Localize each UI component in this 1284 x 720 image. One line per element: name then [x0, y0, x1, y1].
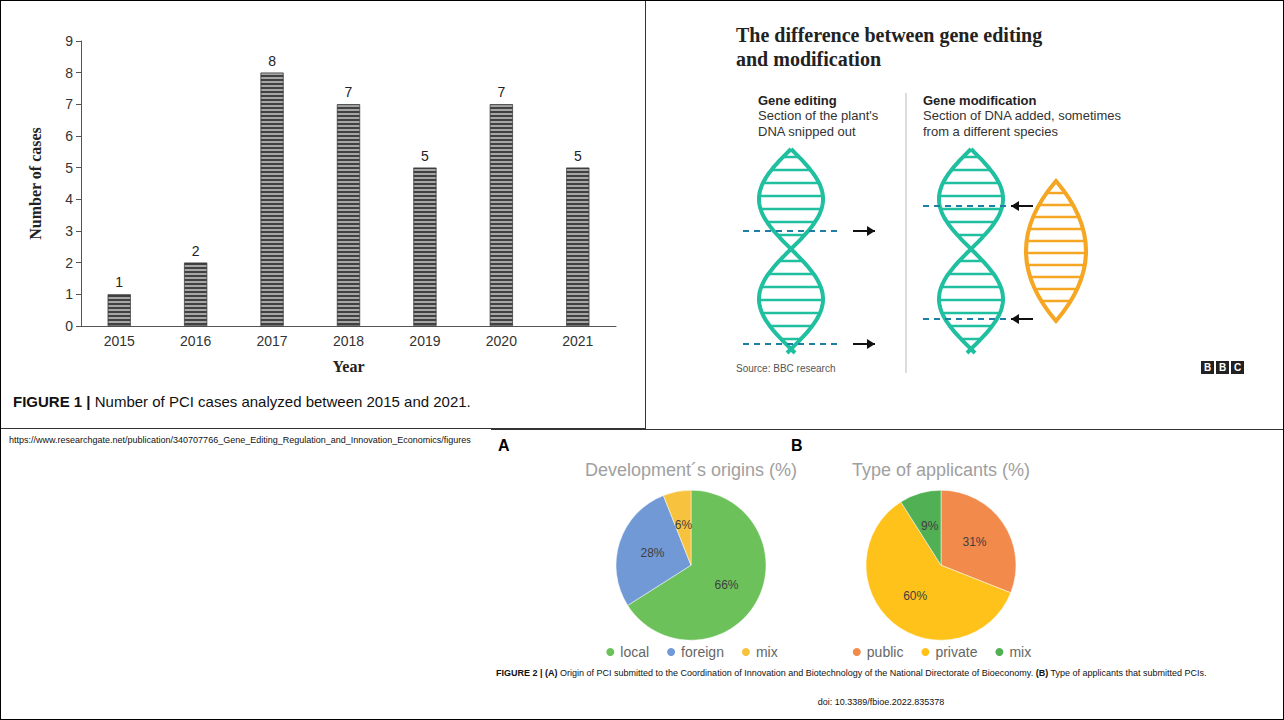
svg-text:local: local [620, 644, 649, 660]
svg-text:Number of cases: Number of cases [27, 127, 44, 240]
svg-text:public: public [867, 644, 904, 660]
html-text:FIGURE 1 | Number of PCI cases: FIGURE 1 | Number of PCI cases analyzed … [13, 393, 471, 410]
html-text:FIGURE 2 | (A) Origin of PCI s: FIGURE 2 | (A) Origin of PCI submitted t… [496, 668, 1207, 678]
html-text:A: A [498, 437, 510, 454]
html-text:Gene modification: Gene modification [923, 93, 1037, 108]
svg-text:2015: 2015 [104, 333, 135, 349]
svg-text:9: 9 [65, 33, 73, 49]
html-text:Section of DNA added, sometime: Section of DNA added, sometimes from a d… [923, 108, 1121, 139]
svg-text:2021: 2021 [562, 333, 593, 349]
svg-text:Year: Year [333, 358, 365, 375]
svg-text:4: 4 [65, 191, 73, 207]
svg-text:2020: 2020 [486, 333, 517, 349]
html-text:Gene editing: Gene editing [758, 93, 837, 108]
svg-text:2018: 2018 [333, 333, 364, 349]
svg-text:1: 1 [115, 274, 123, 290]
html-text:B: B [1203, 362, 1212, 373]
svg-text:mix: mix [1009, 644, 1031, 660]
svg-text:mix: mix [756, 644, 778, 660]
svg-text:2016: 2016 [180, 333, 211, 349]
html-text:doi: 10.3389/fbioe.2022.835378: doi: 10.3389/fbioe.2022.835378 [817, 697, 945, 707]
svg-text:1: 1 [65, 286, 73, 302]
svg-text:0: 0 [65, 318, 73, 334]
svg-text:31%: 31% [962, 535, 986, 549]
svg-text:60%: 60% [903, 589, 927, 603]
svg-text:7: 7 [65, 96, 73, 112]
svg-text:Type of applicants (%): Type of applicants (%) [852, 460, 1030, 480]
html-text:Source: BBC research: Source: BBC research [736, 363, 836, 374]
svg-text:private: private [935, 644, 977, 660]
svg-text:5: 5 [421, 148, 429, 164]
svg-text:28%: 28% [640, 546, 664, 560]
svg-text:5: 5 [574, 148, 582, 164]
svg-text:6: 6 [65, 128, 73, 144]
svg-text:7: 7 [345, 84, 353, 100]
svg-text:66%: 66% [714, 578, 738, 592]
svg-text:6%: 6% [675, 518, 693, 532]
svg-text:8: 8 [65, 65, 73, 81]
html-text:The difference between gene ed: The difference between gene editing and … [736, 24, 1043, 70]
html-text:Section of the plant's DNA sni: Section of the plant's DNA snipped out [758, 108, 879, 139]
svg-text:Development´s origins (%): Development´s origins (%) [585, 460, 797, 480]
svg-text:9%: 9% [921, 519, 939, 533]
svg-text:2019: 2019 [409, 333, 440, 349]
svg-text:3: 3 [65, 223, 73, 239]
svg-text:5: 5 [65, 160, 73, 176]
html-text:B: B [791, 437, 803, 454]
svg-text:2: 2 [65, 255, 73, 271]
html-text:C: C [1233, 362, 1242, 373]
svg-text:2017: 2017 [256, 333, 287, 349]
svg-text:2: 2 [192, 243, 200, 259]
svg-text:7: 7 [497, 84, 505, 100]
svg-text:foreign: foreign [681, 644, 724, 660]
svg-text:8: 8 [268, 53, 276, 69]
html-text:https://www.researchgate.net/p: https://www.researchgate.net/publication… [9, 435, 471, 445]
html-text:B: B [1218, 362, 1227, 373]
